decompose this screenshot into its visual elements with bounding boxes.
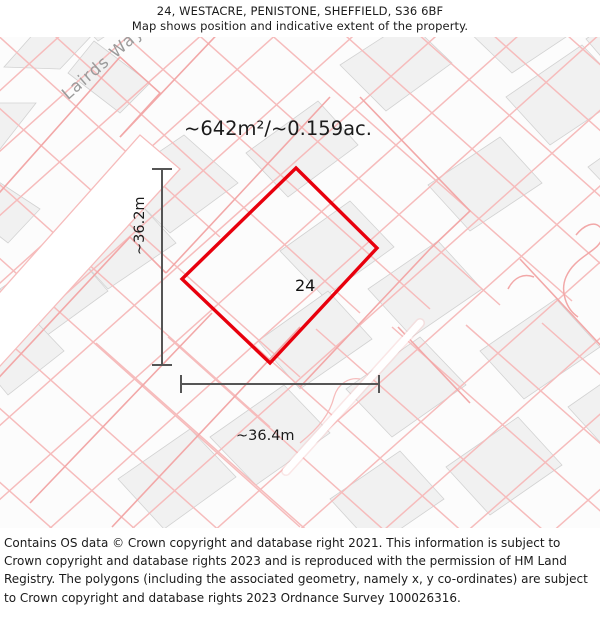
- page-header: 24, WESTACRE, PENISTONE, SHEFFIELD, S36 …: [0, 0, 600, 37]
- dimension-lines: [152, 168, 380, 393]
- parcel-boundaries: [0, 37, 600, 528]
- page-subtitle: Map shows position and indicative extent…: [131, 19, 469, 33]
- road-network: [0, 134, 425, 476]
- property-plot-outline[interactable]: [179, 165, 380, 366]
- building-footprints: [0, 37, 600, 528]
- irregular-boundaries: [507, 223, 600, 318]
- map-canvas[interactable]: ~642m²/~0.159ac. 24 ~36.2m ~36.4m Lairds…: [0, 37, 600, 528]
- copyright-footer: Contains OS data © Crown copyright and d…: [0, 534, 600, 607]
- page-title: 24, WESTACRE, PENISTONE, SHEFFIELD, S36 …: [156, 4, 444, 18]
- copyright-text: Contains OS data © Crown copyright and d…: [4, 536, 588, 605]
- map-vector-layer: [0, 37, 600, 528]
